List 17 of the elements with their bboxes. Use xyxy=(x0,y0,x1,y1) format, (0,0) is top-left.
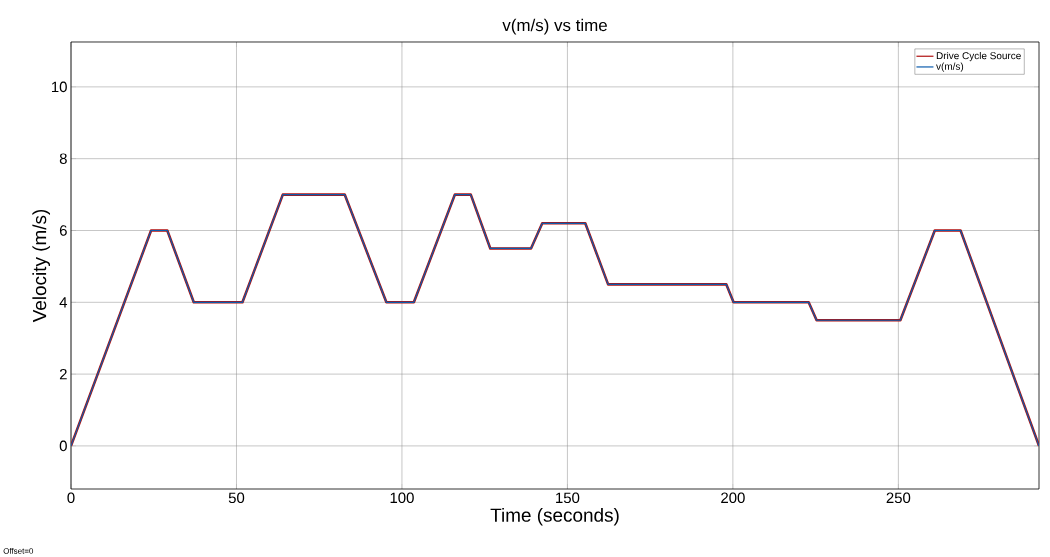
y-axis-title: Velocity (m/s) xyxy=(32,209,51,323)
legend-label: Drive Cycle Source xyxy=(936,51,1021,62)
y-tick-label: 2 xyxy=(59,368,67,380)
x-tick-label: 50 xyxy=(228,492,245,504)
x-tick-label: 150 xyxy=(556,492,580,504)
x-tick-label: 0 xyxy=(67,492,75,504)
legend-label: v(m/s) xyxy=(936,62,964,72)
y-tick-label: 8 xyxy=(59,153,67,164)
y-tick-label: 4 xyxy=(59,297,68,308)
y-tick-label: 10 xyxy=(52,81,67,93)
chart-title: v(m/s) vs time xyxy=(502,18,607,35)
y-tick-label: 0 xyxy=(59,440,67,452)
y-tick-label: 6 xyxy=(59,225,67,236)
x-axis-title: Time (seconds) xyxy=(490,507,619,526)
x-tick-label: 250 xyxy=(886,492,911,504)
x-tick-label: 100 xyxy=(390,492,414,504)
x-tick-label: 200 xyxy=(721,492,745,504)
